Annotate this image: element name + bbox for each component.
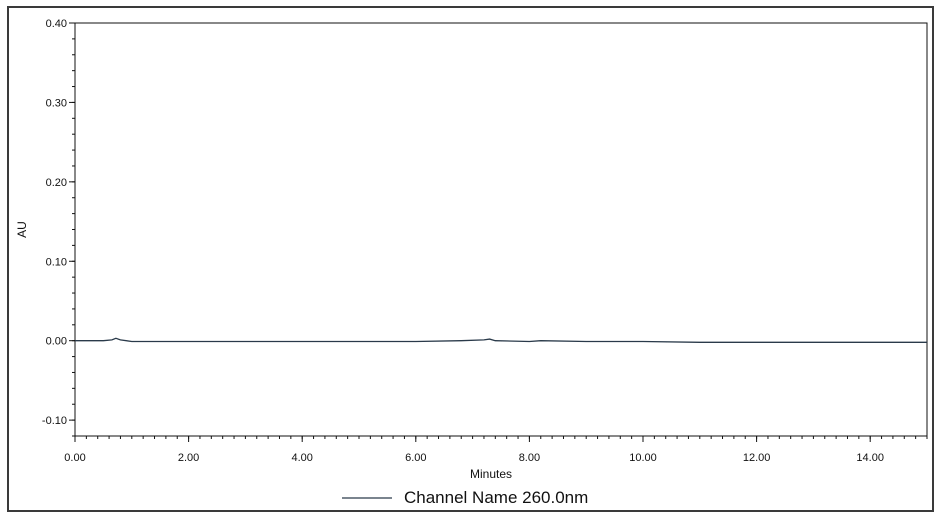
- legend-label: Channel Name 260.0nm: [404, 488, 588, 507]
- x-tick-label: 4.00: [291, 452, 312, 464]
- x-tick-label: 10.00: [629, 452, 657, 464]
- y-axis-title: AU: [15, 221, 29, 238]
- y-tick-label: 0.30: [46, 97, 67, 109]
- x-tick-label: 12.00: [743, 452, 771, 464]
- x-tick-label: 6.00: [405, 452, 426, 464]
- series-line-0: [75, 337, 927, 343]
- x-tick-label: 14.00: [856, 452, 884, 464]
- y-tick-label: 0.20: [46, 177, 67, 189]
- x-tick-label: 0.00: [64, 452, 85, 464]
- x-tick-label: 8.00: [519, 452, 540, 464]
- x-tick-label: 2.00: [178, 452, 199, 464]
- y-tick-label: -0.10: [42, 415, 67, 427]
- figure-border: [7, 6, 934, 512]
- y-tick-label: 0.40: [46, 18, 67, 30]
- x-axis-title: Minutes: [470, 467, 512, 481]
- plot-area-frame: [74, 22, 928, 437]
- y-tick-label: 0.10: [46, 256, 67, 268]
- y-tick-label: 0.00: [46, 336, 67, 348]
